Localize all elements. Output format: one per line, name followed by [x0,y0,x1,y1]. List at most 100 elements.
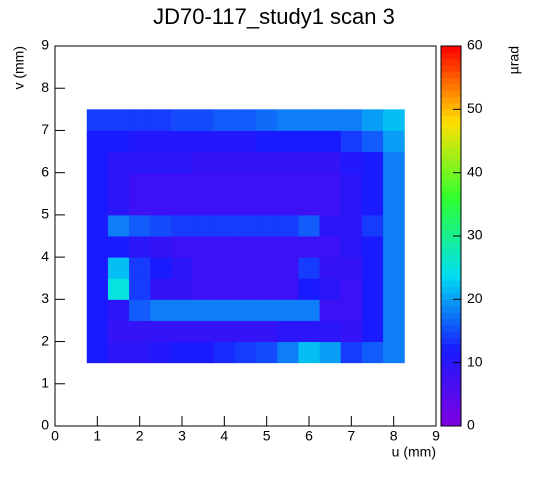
heatmap-cell [213,193,236,216]
heatmap-cell [129,109,151,131]
y-tick-label: 3 [41,290,49,306]
heatmap-cell [192,236,215,258]
colorbar-step [441,229,461,237]
heatmap-cell [192,214,215,237]
heatmap-cell [213,257,236,279]
heatmap-cell [213,109,236,131]
heatmap-cell [277,278,299,300]
x-tick-label: 4 [220,428,228,444]
heatmap-cell [192,299,215,321]
colorbar-step [441,242,461,250]
heatmap-cell [277,109,299,131]
heatmap-cell [234,278,257,300]
heatmap-cell [234,151,257,174]
x-tick-label: 6 [305,428,313,444]
heatmap-cell [129,341,151,364]
heatmap-cell [150,320,172,343]
heatmap-cell [298,257,321,279]
colorbar-step [441,65,461,72]
colorbar-step [441,337,461,345]
colorbar-step [441,324,461,332]
colorbar-tick-label: 20 [467,290,483,306]
heatmap-cell [340,193,363,216]
y-tick-label: 0 [41,417,49,433]
heatmap-cell [277,341,299,364]
heatmap-cell [234,299,257,321]
colorbar-step [441,286,461,294]
heatmap-cell [129,278,151,300]
colorbar-step [441,394,461,402]
heatmap-cell [277,257,299,279]
heatmap-cell [256,109,278,131]
colorbar-step [441,71,461,79]
heatmap-cell [340,109,363,131]
heatmap-cell [107,130,130,153]
colorbar-tick-label: 60 [467,37,483,53]
y-axis-label: v (mm) [11,46,27,90]
heatmap-cell [298,214,321,237]
heatmap-cell [150,193,172,216]
heatmap-cell [277,130,299,153]
heatmap-cell [256,299,278,321]
heatmap-cell [234,130,257,153]
heatmap-cell [192,341,215,364]
heatmap-cell [361,236,384,258]
heatmap-cell [256,193,278,216]
heatmap-cell [213,278,236,300]
heatmap-cell [383,320,405,343]
colorbar-step [441,312,461,319]
colorbar-step [441,248,461,256]
heatmap-cell [298,193,321,216]
heatmap-cell [86,341,109,364]
heatmap-cell [171,193,194,216]
heatmap-cell [298,320,321,343]
heatmap-cell [234,214,257,237]
colorbar-step [441,350,461,357]
heatmap-cell [107,214,130,237]
colorbar-tick-label: 10 [467,353,483,369]
heatmap-cell [192,109,215,131]
heatmap-cell [383,257,405,279]
y-tick-label: 8 [41,79,49,95]
heatmap-cell [277,320,299,343]
colorbar-step [441,305,461,313]
heatmap-cell [234,236,257,258]
colorbar-step [441,96,461,104]
colorbar-step [441,166,461,174]
heatmap-cell [361,151,384,174]
heatmap-cell [383,151,405,174]
colorbar-step [441,280,461,288]
heatmap-cell [213,172,236,195]
x-tick-label: 9 [432,428,440,444]
x-tick-label: 3 [178,428,186,444]
colorbar-step [441,369,461,376]
heatmap-cell [86,278,109,300]
heatmap-cell [361,130,384,153]
heatmap-cell [383,236,405,258]
colorbar-step [441,400,461,408]
colorbar-step [441,128,461,136]
y-tick-label: 5 [41,206,49,222]
heatmap-cell [213,320,236,343]
heatmap-cell [319,151,342,174]
colorbar-step [441,204,461,212]
heatmap-cell [150,172,172,195]
colorbar-step [441,191,461,199]
heatmap-cell [86,130,109,153]
y-tick-label: 9 [41,37,49,53]
heatmap-cell [319,172,342,195]
colorbar-tick-label: 50 [467,100,483,116]
heatmap-cell [361,257,384,279]
heatmap-cell [129,130,151,153]
heatmap-cell [256,236,278,258]
heatmap-cell [129,151,151,174]
heatmap-cell [129,299,151,321]
colorbar-step [441,267,461,275]
heatmap-cell [298,172,321,195]
colorbar-step [441,210,461,218]
heatmap-cell [319,214,342,237]
heatmap-cell [150,236,172,258]
heatmap-cell [319,320,342,343]
colorbar-step [441,160,461,167]
colorbar-step [441,261,461,269]
